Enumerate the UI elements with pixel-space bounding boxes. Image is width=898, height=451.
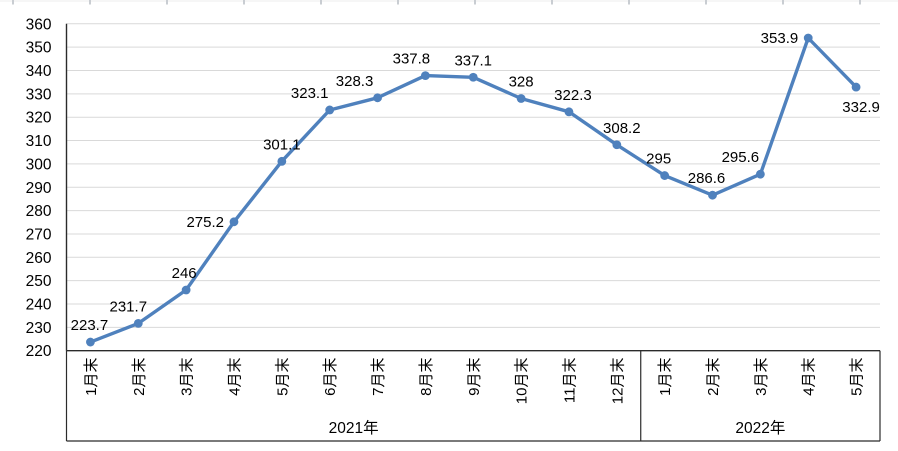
data-point-marker — [612, 140, 622, 150]
data-point-marker — [133, 318, 143, 328]
x-axis-label: 5月末 — [274, 358, 291, 396]
x-axis-label: 3月末 — [753, 358, 770, 396]
y-axis-tick-label: 230 — [26, 320, 52, 337]
data-label: 328.3 — [336, 73, 374, 90]
x-axis-label: 12月末 — [609, 358, 626, 405]
data-label: 337.1 — [454, 52, 492, 69]
y-axis-tick-label: 340 — [26, 63, 52, 80]
x-axis-label: 8月末 — [418, 358, 435, 396]
data-label: 328 — [509, 74, 534, 91]
data-label: 301.1 — [263, 136, 301, 153]
x-axis-label: 9月末 — [466, 358, 483, 396]
data-label: 286.6 — [688, 170, 726, 187]
year-group-label: 2021年 — [329, 419, 379, 437]
y-axis-tick-label: 220 — [26, 343, 52, 360]
data-label: 337.8 — [393, 51, 431, 68]
data-point-marker — [564, 107, 574, 117]
y-axis-tick-label: 310 — [26, 133, 52, 150]
data-label: 231.7 — [110, 298, 148, 315]
data-point-marker — [468, 72, 478, 82]
data-point-marker — [660, 171, 670, 180]
data-point-marker — [229, 217, 239, 227]
data-point-marker — [755, 169, 765, 179]
data-label: 223.7 — [71, 317, 109, 334]
x-axis-label: 2月末 — [131, 358, 148, 396]
x-axis-label: 1月末 — [657, 358, 674, 396]
y-axis-tick-label: 360 — [26, 16, 52, 33]
x-axis-label: 5月末 — [849, 358, 866, 396]
data-label: 308.2 — [603, 120, 641, 137]
x-axis-label: 1月末 — [83, 358, 100, 396]
data-point-marker — [277, 156, 287, 166]
data-label: 275.2 — [186, 214, 224, 231]
data-label: 322.3 — [554, 87, 592, 104]
data-point-marker — [373, 93, 382, 103]
y-axis-tick-label: 300 — [26, 156, 52, 173]
y-axis-tick-label: 260 — [26, 250, 52, 267]
year-group-label: 2022年 — [735, 419, 785, 437]
x-axis-label: 3月末 — [179, 358, 196, 396]
data-point-marker — [516, 94, 526, 103]
data-point-marker — [325, 105, 335, 115]
data-label: 246 — [172, 265, 197, 282]
x-axis-label: 10月末 — [514, 358, 531, 405]
x-axis-label: 6月末 — [322, 358, 339, 396]
y-axis-tick-label: 250 — [26, 273, 52, 290]
y-axis-tick-label: 240 — [26, 297, 52, 314]
data-point-marker — [420, 71, 430, 81]
data-point-marker — [86, 337, 95, 347]
data-point-marker — [851, 82, 861, 92]
data-label: 295 — [646, 151, 671, 168]
x-axis-label: 11月末 — [561, 358, 578, 404]
data-line-series — [88, 36, 858, 344]
y-axis-tick-label: 290 — [26, 180, 52, 197]
data-label: 332.9 — [842, 99, 880, 116]
x-axis-label: 4月末 — [801, 358, 818, 396]
y-axis-tick-label: 280 — [26, 203, 52, 220]
y-axis-tick-label: 320 — [26, 110, 52, 127]
x-axis-label: 7月末 — [370, 358, 387, 396]
data-label: 353.9 — [761, 30, 799, 47]
data-point-marker — [803, 33, 813, 43]
x-axis-label: 2月末 — [705, 358, 722, 396]
data-point-marker — [708, 190, 717, 200]
y-axis-tick-label: 350 — [26, 40, 52, 57]
y-axis-tick-label: 330 — [26, 86, 52, 103]
data-point-marker — [181, 285, 191, 295]
y-axis-tick-label: 270 — [26, 226, 52, 243]
data-label: 323.1 — [291, 85, 329, 102]
data-label: 295.6 — [722, 149, 760, 166]
x-axis-label: 4月末 — [226, 358, 243, 396]
